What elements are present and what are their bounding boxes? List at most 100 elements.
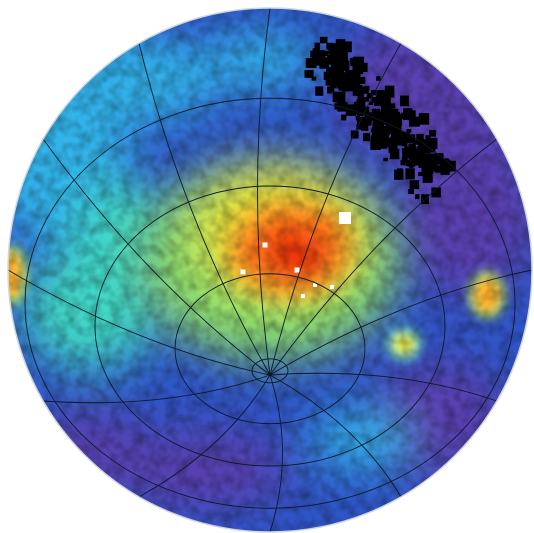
white-pixel-4 — [301, 294, 305, 298]
saturated-pixel — [327, 51, 332, 55]
saturated-pixel — [341, 114, 347, 121]
saturated-pixel — [373, 118, 379, 123]
saturated-pixel — [377, 110, 389, 124]
saturated-pixel — [387, 120, 396, 128]
saturated-pixel — [337, 101, 348, 112]
saturated-pixel — [408, 143, 416, 150]
white-pixel-3 — [294, 267, 300, 273]
saturated-pixel — [388, 141, 398, 153]
white-pixel-1 — [262, 242, 268, 248]
saturated-pixel — [431, 187, 441, 198]
meridian-270 — [8, 269, 271, 376]
saturated-pixel — [415, 194, 420, 200]
saturated-pixel — [314, 44, 320, 51]
saturated-pixel — [388, 128, 394, 134]
saturated-pixel — [330, 48, 339, 58]
saturated-pixel — [381, 96, 391, 110]
saturated-pixel — [418, 171, 424, 176]
saturated-pixel — [323, 62, 329, 69]
saturated-pixel — [311, 76, 317, 81]
saturated-pixel — [327, 87, 333, 94]
saturated-pixel — [400, 136, 409, 144]
meridian-60 — [269, 138, 498, 376]
saturated-pixel — [368, 101, 373, 105]
saturated-pixel — [425, 167, 434, 174]
saturated-pixel — [305, 58, 317, 69]
saturated-pixel — [416, 138, 425, 145]
saturated-pixel — [425, 135, 431, 140]
saturated-pixel — [356, 62, 368, 72]
saturated-pixel — [434, 165, 442, 173]
saturated-pixel — [405, 146, 416, 156]
saturated-pixel — [387, 108, 399, 119]
saturated-pixel — [332, 91, 342, 102]
white-pixel-5 — [313, 283, 317, 287]
meridian-240 — [43, 374, 271, 404]
saturated-pixel — [371, 96, 380, 103]
saturated-pixel — [321, 57, 333, 65]
saturated-pixel — [409, 180, 420, 190]
saturated-pixel — [372, 130, 383, 142]
saturated-pixel — [343, 57, 348, 62]
saturated-pixel — [419, 155, 425, 164]
graticule — [8, 8, 532, 532]
meridian-120 — [269, 372, 498, 402]
saturated-pixel — [323, 50, 329, 57]
saturated-pixel — [335, 63, 340, 67]
saturated-pixel — [344, 83, 350, 88]
saturated-pixel — [384, 85, 395, 98]
saturated-pixel — [439, 158, 449, 169]
saturated-pixel — [370, 89, 376, 96]
saturated-pixel — [446, 160, 456, 172]
saturated-pixel — [422, 170, 433, 183]
saturated-pixel — [350, 60, 358, 67]
saturated-pixel — [390, 103, 396, 109]
meridian-150 — [269, 374, 402, 498]
saturated-pixel — [353, 56, 364, 65]
saturated-pixel — [440, 167, 450, 175]
saturated-pixel — [363, 97, 370, 102]
saturated-pixel — [387, 113, 398, 124]
saturated-pixel — [431, 163, 438, 172]
saturated-pixel — [428, 175, 433, 181]
saturated-pixel — [405, 159, 411, 167]
saturated-pixel — [416, 146, 423, 152]
saturated-pixel — [394, 116, 400, 121]
saturated-pixel — [371, 126, 377, 131]
saturated-pixel — [341, 87, 347, 92]
saturated-pixel — [418, 113, 430, 125]
saturated-pixel — [359, 119, 365, 124]
meridian-210 — [138, 374, 271, 498]
saturated-pixel — [418, 158, 427, 168]
saturated-pixel — [323, 71, 331, 80]
saturated-pixel — [422, 144, 431, 154]
saturated-pixel — [366, 92, 373, 99]
saturated-pixel — [373, 123, 384, 136]
saturated-pixel — [397, 168, 403, 175]
saturated-pixel — [428, 156, 436, 164]
saturated-pixel — [380, 141, 388, 149]
saturated-pixel — [336, 45, 343, 55]
meridian-90 — [269, 269, 532, 376]
saturated-pixel — [413, 119, 420, 127]
saturated-pixel — [321, 38, 327, 43]
white-pixel-0 — [339, 212, 351, 224]
latitude-ring-60 — [24, 97, 516, 509]
saturated-pixel — [357, 94, 365, 102]
saturated-pixel — [326, 42, 334, 50]
saturated-pixel — [379, 126, 391, 135]
white-pixel-6 — [330, 285, 334, 289]
saturated-pixel — [365, 114, 373, 122]
meridian-300 — [42, 138, 271, 376]
saturated-pixel — [339, 60, 350, 71]
saturated-pixel — [405, 168, 415, 180]
saturated-pixel — [400, 160, 405, 166]
saturated-pixel — [406, 129, 412, 133]
saturated-pixel — [406, 134, 416, 143]
saturated-pixel — [403, 108, 413, 120]
saturated-pixel — [404, 146, 409, 152]
saturated-pixel — [353, 101, 361, 108]
saturated-pixel — [364, 85, 370, 91]
